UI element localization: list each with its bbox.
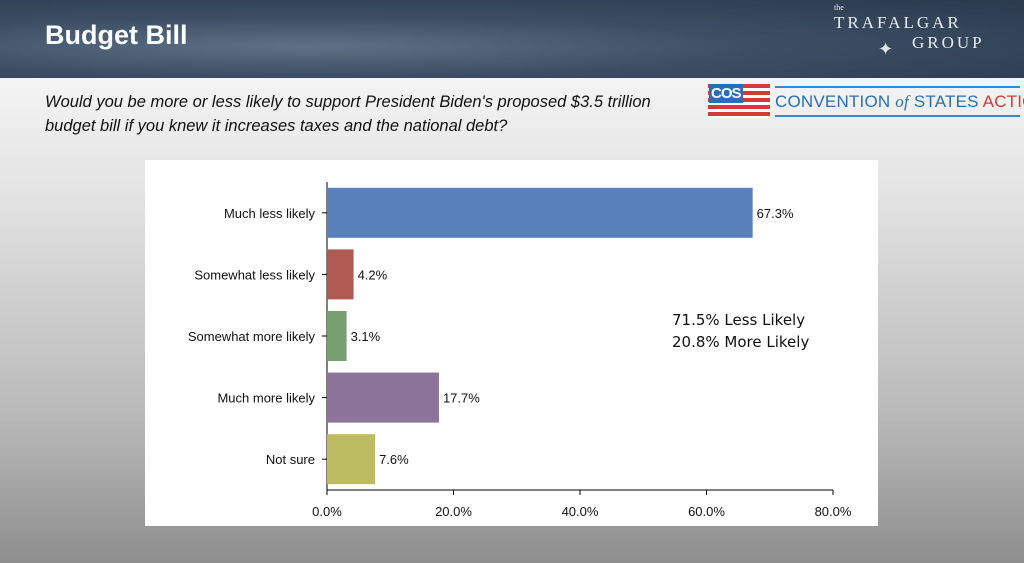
bar — [327, 311, 347, 361]
data-label: 7.6% — [379, 452, 409, 467]
data-label: 3.1% — [351, 329, 381, 344]
page-title: Budget Bill — [45, 20, 188, 50]
logo-rule — [775, 86, 1020, 88]
bar — [327, 434, 376, 485]
summary-less-likely: 71.5% Less Likely — [672, 311, 806, 329]
bar — [327, 372, 439, 423]
category-label: Somewhat less likely — [194, 267, 315, 282]
survey-question: Would you be more or less likely to supp… — [45, 93, 651, 135]
cos-wordmark: CONVENTION of STATES ACTION — [775, 92, 1024, 111]
compass-star-icon: ✦ — [878, 39, 894, 59]
x-tick-label: 40.0% — [562, 504, 599, 519]
trafalgar-group-logo: the TRAFALGAR GROUP — [834, 3, 985, 52]
logo-rule — [775, 115, 1020, 117]
x-tick-label: 80.0% — [815, 504, 852, 519]
bar-chart: Much less likely 67.3% Somewhat less likel… — [145, 160, 878, 526]
category-label: Not sure — [266, 452, 315, 467]
header-banner: Budget Bill the TRAFALGAR GROUP ✦ — [0, 0, 1024, 78]
x-tick-label: 20.0% — [435, 504, 472, 519]
summary-more-likely: 20.8% More Likely — [672, 333, 810, 351]
x-tick-label: 0.0% — [312, 504, 342, 519]
x-tick-label: 60.0% — [688, 504, 725, 519]
convention-of-states-logo: COS CONVENTION of STATES ACTION — [708, 84, 1024, 120]
category-label: Much less likely — [224, 206, 316, 221]
summary-annotation: 71.5% Less Likely 20.8% More Likely — [672, 309, 809, 353]
category-label: Much more likely — [217, 391, 315, 406]
category-label: Somewhat more likely — [188, 329, 316, 344]
chart-canvas: Much less likely 67.3% Somewhat less likel… — [188, 182, 852, 519]
cos-badge-text: COS — [709, 84, 743, 103]
bar — [327, 249, 354, 300]
bar — [327, 187, 753, 238]
data-label: 4.2% — [358, 267, 388, 282]
data-label: 17.7% — [443, 391, 480, 406]
data-label: 67.3% — [757, 206, 794, 221]
